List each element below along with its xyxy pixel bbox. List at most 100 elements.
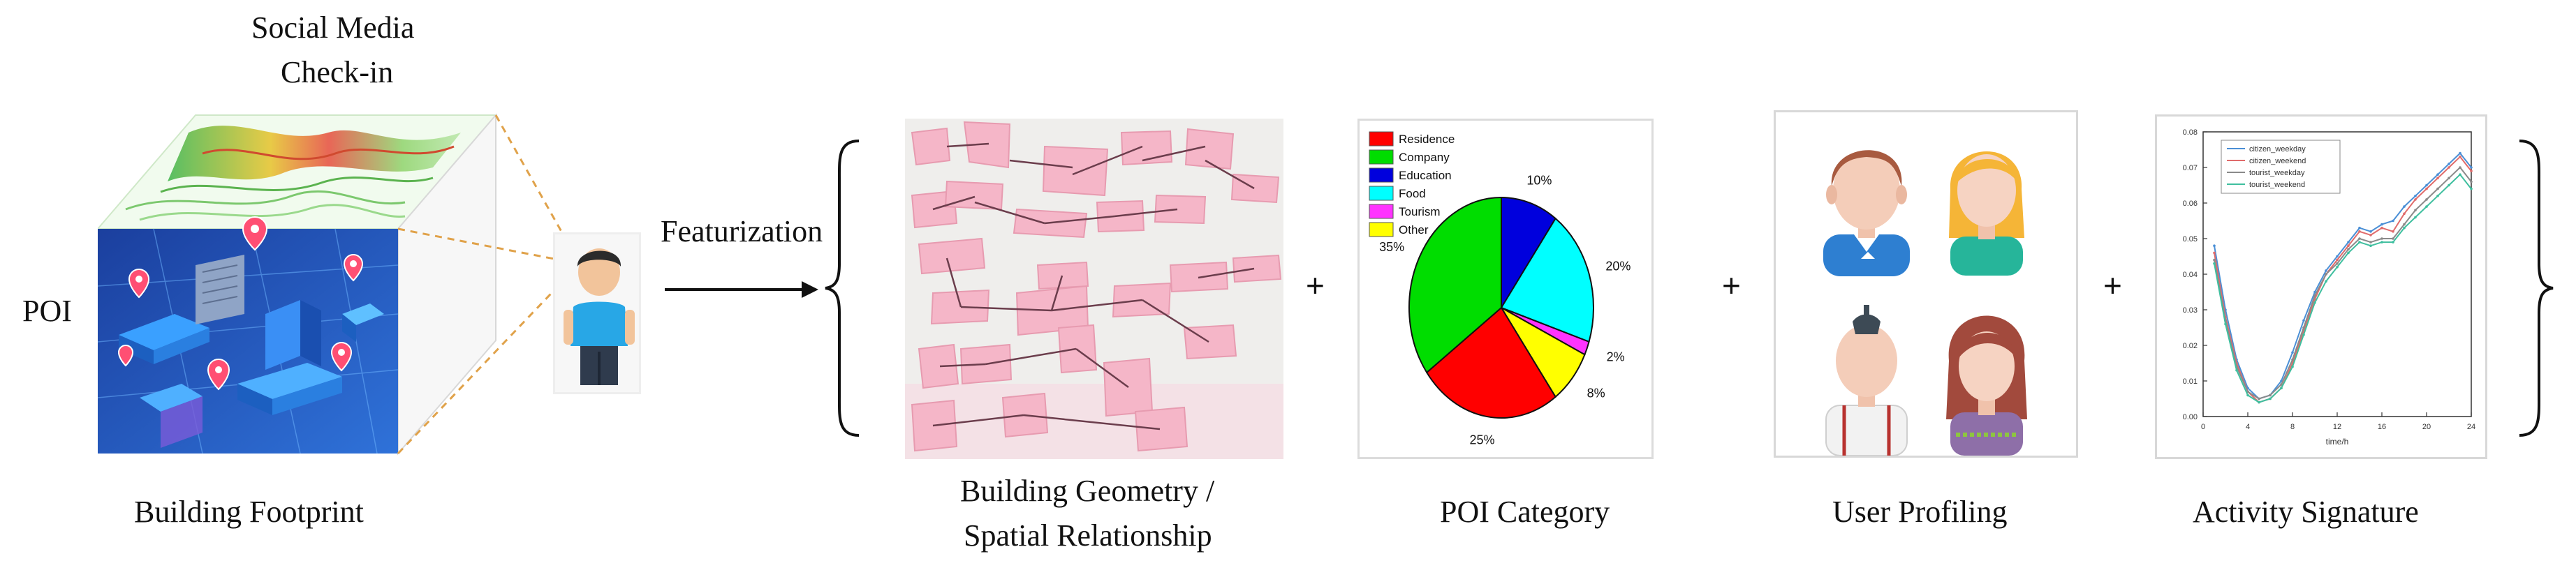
- building-footprint-layer: [98, 216, 399, 454]
- series-point: [2280, 383, 2283, 386]
- social-media-heatmap-layer: [98, 114, 498, 230]
- series-point: [2291, 351, 2294, 354]
- series-point: [2347, 251, 2350, 255]
- y-tick-label: 0.00: [2183, 413, 2198, 421]
- male-user-avatar-icon: [1823, 150, 1910, 276]
- series-point: [2336, 266, 2339, 269]
- series-point: [2291, 365, 2294, 368]
- pie-label-other: 8%: [1587, 386, 1605, 400]
- building-geometry-map: [905, 119, 1283, 459]
- y-tick-label: 0.02: [2183, 342, 2198, 350]
- series-point: [2347, 241, 2350, 243]
- pie-label-company: 35%: [1379, 240, 1404, 254]
- y-tick-label: 0.03: [2183, 306, 2198, 315]
- series-point: [2403, 223, 2406, 226]
- series-point: [2213, 258, 2216, 262]
- x-tick-label: 12: [2333, 423, 2341, 431]
- series-point: [2235, 368, 2238, 372]
- series-point: [2358, 241, 2361, 243]
- social-media-label-line1: Social Media: [251, 10, 415, 45]
- legend-swatch-food: [1369, 186, 1394, 201]
- y-tick-label: 0.01: [2183, 377, 2198, 386]
- legend-label-education: Education: [1399, 169, 1452, 182]
- series-point: [2403, 205, 2406, 208]
- series-point: [2347, 244, 2350, 247]
- series-point: [2425, 198, 2428, 201]
- series-point: [2459, 151, 2461, 155]
- building-geometry-label-line2: Spatial Relationship: [964, 518, 1212, 553]
- x-tick-label: 4: [2246, 423, 2250, 431]
- building-geometry-panel: [905, 119, 1283, 459]
- series-point: [2213, 251, 2216, 255]
- pie-slice-company: [1408, 196, 1502, 374]
- series-point: [2369, 230, 2372, 233]
- pie-label-education: 10%: [1526, 173, 1552, 187]
- series-point: [2448, 177, 2450, 180]
- legend-swatch-tourism: [1369, 204, 1394, 219]
- y-tick-label: 0.04: [2183, 271, 2198, 279]
- legend-label-other: Other: [1399, 223, 1429, 237]
- legend-label-food: Food: [1399, 187, 1426, 200]
- series-point: [2436, 173, 2439, 176]
- plus-sign-3: +: [2103, 267, 2122, 304]
- series-point: [2347, 248, 2350, 251]
- series-point: [2369, 244, 2372, 247]
- y-tick-label: 0.08: [2183, 128, 2198, 137]
- poi-category-panel: 25% 35% 10% 20% 2% 8% Residence Company Educatio…: [1357, 119, 1654, 459]
- series-point: [2459, 166, 2461, 169]
- user-profiling-avatars: [1823, 150, 2027, 456]
- legend-label-residence: Residence: [1399, 133, 1455, 146]
- series-point: [2392, 237, 2394, 240]
- series-point: [2414, 209, 2417, 211]
- series-point: [2403, 226, 2406, 230]
- series-point: [2302, 333, 2305, 336]
- series-point: [2470, 187, 2473, 190]
- series-point: [2403, 212, 2406, 216]
- x-tick-label: 24: [2467, 423, 2475, 431]
- user-profiling-panel: [1774, 110, 2078, 458]
- series-point: [2224, 322, 2227, 326]
- series-point: [2336, 258, 2339, 262]
- series-point: [2325, 273, 2327, 276]
- series-point: [2313, 290, 2316, 294]
- plus-sign-1: +: [1306, 267, 1325, 304]
- legend-swatch-residence: [1369, 131, 1394, 147]
- poi-category-pie-chart: 25% 35% 10% 20% 2% 8% Residence Company Educatio…: [1369, 131, 1631, 447]
- series-point: [2213, 244, 2216, 247]
- legend-swatch-education: [1369, 167, 1394, 183]
- pie-slice-residence: [1425, 306, 1556, 419]
- plus-sign-2: +: [1722, 267, 1741, 304]
- series-point: [2336, 262, 2339, 265]
- pie-slice-education: [1501, 196, 1556, 310]
- pie-label-tourism: 2%: [1607, 350, 1625, 364]
- series-point: [2470, 170, 2473, 172]
- legend-label-citizen-weekend: citizen_weekend: [2249, 157, 2306, 165]
- legend-label-tourist-weekday: tourist_weekday: [2249, 169, 2305, 177]
- series-point: [2425, 183, 2428, 187]
- legend-label-company: Company: [1399, 151, 1450, 164]
- social-media-label-line2: Check-in: [281, 55, 394, 89]
- series-point: [2459, 173, 2461, 176]
- activity-signature-panel: 0.00 0.01 0.02 0.03 0.04 0.05 0.06 0.07 0.08 0 4 8 1…: [2155, 114, 2487, 459]
- series-point: [2258, 400, 2260, 404]
- x-tick-label: 16: [2378, 423, 2386, 431]
- series-point: [2325, 280, 2327, 283]
- series-point: [2380, 223, 2383, 226]
- series-point: [2448, 166, 2450, 169]
- x-axis-label: time/h: [2326, 437, 2349, 447]
- series-line-tourist-weekday: [2214, 166, 2472, 400]
- series-point: [2380, 237, 2383, 240]
- user-profiling-label: User Profiling: [1832, 495, 2008, 529]
- featurization-label: Featurization: [661, 214, 823, 248]
- pie-slice-food: [1500, 217, 1594, 343]
- building-footprint-label: Building Footprint: [134, 495, 364, 529]
- series-point: [2246, 394, 2249, 397]
- series-point: [2302, 319, 2305, 322]
- series-line-tourist-weekend: [2214, 173, 2472, 403]
- series-point: [2313, 301, 2316, 304]
- female-user-avatar-icon: [1949, 151, 2024, 276]
- senior-user-avatar-icon: [1825, 305, 1908, 456]
- x-tick-label: 0: [2201, 423, 2205, 431]
- x-tick-label: 20: [2422, 423, 2431, 431]
- pie-label-residence: 25%: [1469, 433, 1494, 447]
